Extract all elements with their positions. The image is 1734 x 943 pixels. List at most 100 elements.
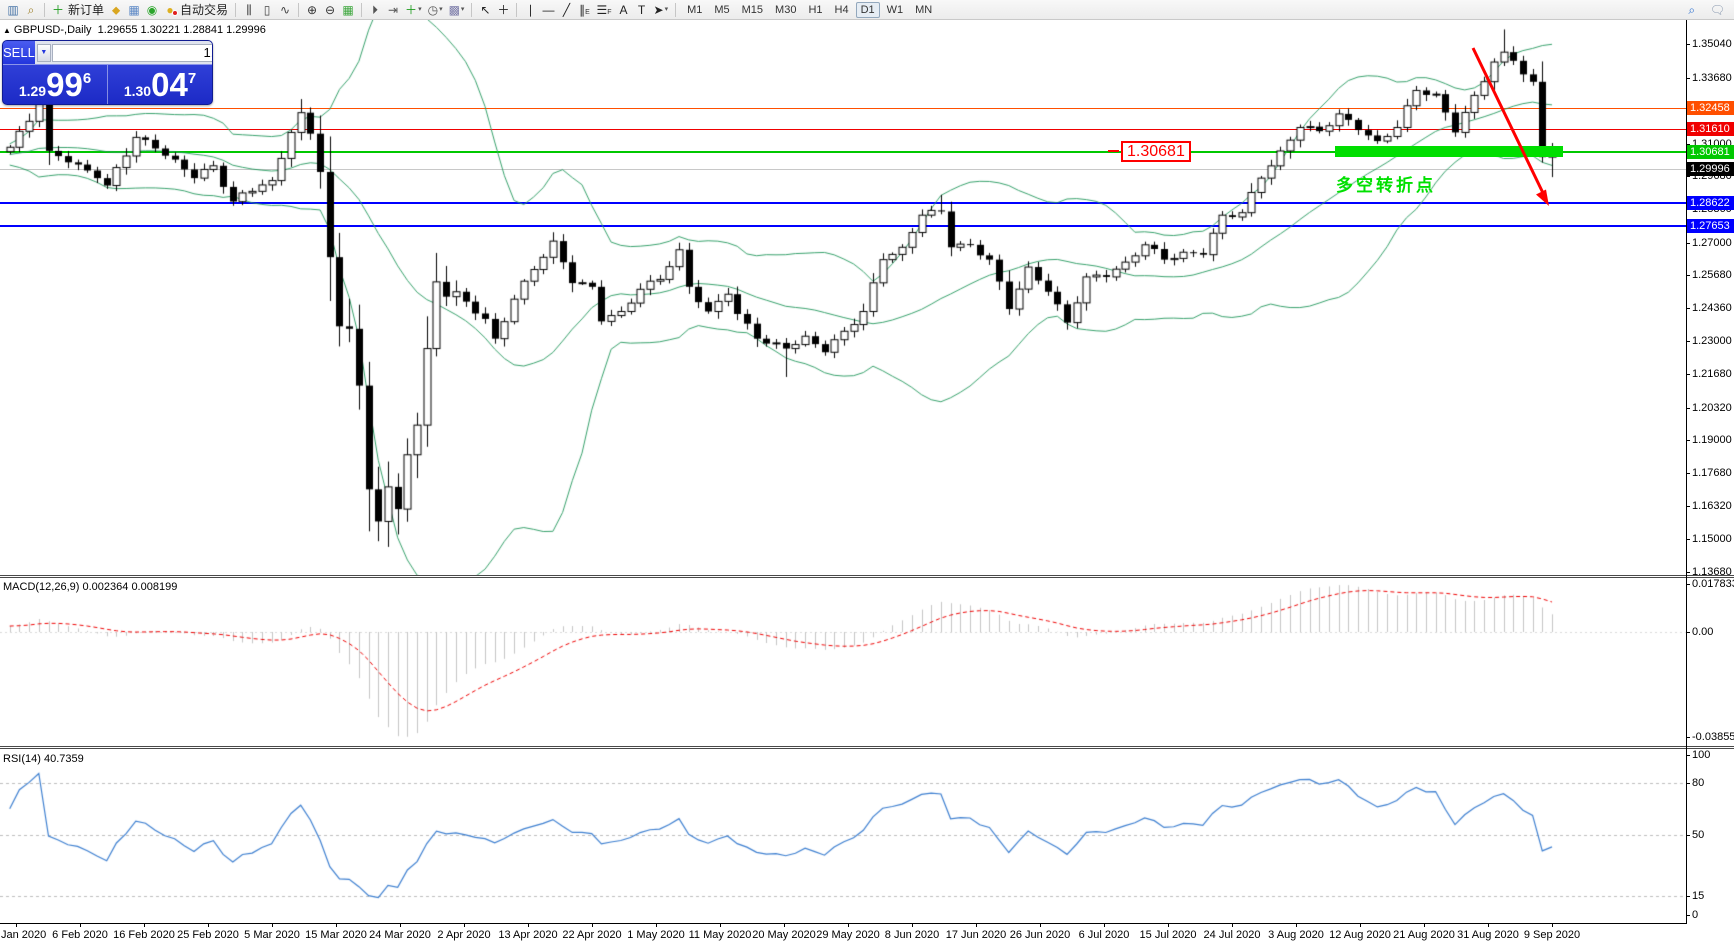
new-order-button-label[interactable]: 新订单 — [68, 3, 105, 17]
signals-icon[interactable]: ◉ — [143, 1, 161, 19]
sell-price-display[interactable]: 1.29 99 6 — [3, 65, 108, 104]
date-label: 15 Mar 2020 — [305, 929, 367, 941]
panel-separator[interactable] — [0, 577, 1734, 578]
text-label-icon[interactable]: T — [633, 1, 651, 19]
auto-scroll-icon[interactable]: ⏵ — [366, 1, 384, 19]
channel-icon: ∥ — [579, 2, 586, 17]
timeframe-button-m5[interactable]: M5 — [714, 3, 730, 16]
terminal-icon[interactable]: ▦ — [125, 1, 143, 19]
text-label-icon: T — [637, 2, 646, 17]
add-indicator-icon[interactable]: ＋ ▾ — [402, 1, 425, 19]
date-label: 8 Jun 2020 — [884, 929, 940, 941]
dropdown-arrow-icon[interactable]: ▾ — [418, 6, 422, 13]
support-zone-rectangle[interactable] — [1335, 146, 1563, 157]
text-icon[interactable]: A — [615, 1, 633, 19]
key-price-label[interactable]: 1.30681 — [1121, 141, 1191, 162]
fibonacci-icon[interactable]: ☰ F — [593, 1, 614, 19]
tile-windows-icon[interactable]: ▦ — [339, 1, 357, 19]
turning-point-note[interactable]: 多空转折点 — [1336, 176, 1436, 195]
new-order-button[interactable]: ＋ — [49, 1, 67, 19]
time-axis-tick — [592, 924, 593, 927]
time-axis-tick — [1552, 924, 1553, 927]
chat-icon[interactable]: 🗨 — [1709, 3, 1725, 17]
time-axis-tick — [1360, 924, 1361, 927]
zoom-out-icon[interactable]: ⊖ — [321, 1, 339, 19]
periods-clock-icon[interactable]: ◷ ▾ — [425, 1, 446, 19]
dropdown-arrow-icon[interactable]: ▾ — [439, 6, 443, 13]
time-axis-tick — [720, 924, 721, 927]
trendline-arrow[interactable] — [0, 20, 1686, 576]
collapse-triangle-icon[interactable]: ▲ — [3, 26, 11, 35]
cursor-icon[interactable]: ↖ — [476, 1, 494, 19]
date-label: 28 Jan 2020 — [0, 929, 47, 941]
macd-tick-label: -0.038559 — [1692, 731, 1734, 743]
date-label: 22 Apr 2020 — [562, 929, 622, 941]
price-label-tick — [1108, 150, 1119, 152]
dropdown-arrow-icon[interactable]: ▾ — [460, 6, 465, 13]
volume-decrease-button[interactable]: ▼ — [36, 43, 51, 62]
macd-panel-canvas[interactable] — [0, 577, 1686, 747]
axis-tick — [1686, 308, 1690, 309]
trendline-icon[interactable]: ╱ — [557, 1, 575, 19]
volume-input[interactable] — [51, 43, 212, 62]
date-label: 13 Apr 2020 — [498, 929, 558, 941]
arrows-icon[interactable]: ➤ ▾ — [651, 1, 672, 19]
bar-chart-icon[interactable]: ⫼ — [240, 1, 258, 19]
time-axis-tick — [1296, 924, 1297, 927]
print-preview-icon[interactable]: ⌕ — [22, 1, 40, 19]
date-label: 26 Jun 2020 — [1009, 929, 1071, 941]
main-chart-canvas[interactable] — [0, 20, 1686, 576]
timeframe-button-m1[interactable]: M1 — [687, 3, 703, 16]
candle-chart-icon[interactable]: ▯ — [258, 1, 276, 19]
date-label: 24 Mar 2020 — [369, 929, 431, 941]
panel-separator[interactable] — [0, 746, 1734, 747]
time-axis-tick — [144, 924, 145, 927]
panel-separator[interactable] — [0, 575, 1734, 576]
axis-tick — [1686, 176, 1690, 177]
chart-window-icon[interactable]: ▥ — [4, 1, 22, 19]
timeframe-button-h4[interactable]: H4 — [834, 3, 849, 16]
panel-separator[interactable] — [0, 748, 1734, 749]
styles-bucket-icon[interactable]: ⬥ — [107, 1, 125, 19]
timeframe-button-m30[interactable]: M30 — [775, 3, 797, 16]
timeframe-button-m15[interactable]: M15 — [741, 3, 764, 16]
buy-price-display[interactable]: 1.30 04 7 — [108, 65, 212, 104]
price-axis-line — [1686, 20, 1687, 923]
timeframe-button-d1[interactable]: D1 — [855, 1, 880, 18]
rsi-tick-label: 15 — [1692, 890, 1705, 902]
time-axis-tick — [976, 924, 977, 927]
date-label: 20 May 2020 — [752, 929, 816, 941]
auto-trading-button[interactable]: ● — [161, 1, 179, 19]
candle-chart-icon: ▯ — [263, 2, 271, 17]
search-icon[interactable]: ⌕ — [1688, 3, 1696, 17]
rsi-panel-canvas[interactable] — [0, 748, 1686, 923]
time-axis-tick — [528, 924, 529, 927]
timeframe-button-h1[interactable]: H1 — [808, 3, 823, 16]
dropdown-arrow-icon[interactable]: ▾ — [664, 6, 669, 13]
chart-shift-icon[interactable]: ⇥ — [384, 1, 402, 19]
zoom-in-icon[interactable]: ⊕ — [303, 1, 321, 19]
auto-trading-button-label[interactable]: 自动交易 — [180, 3, 229, 17]
buy-price-prefix: 1.30 — [123, 83, 152, 99]
timeframe-button-mn[interactable]: MN — [915, 3, 933, 16]
chart-window-icon: ▥ — [7, 2, 19, 17]
vertical-line-icon[interactable]: ∣ — [521, 1, 539, 19]
horizontal-line-icon[interactable]: — — [539, 1, 557, 19]
date-label: 11 May 2020 — [688, 929, 752, 941]
rsi-tick-label: 50 — [1692, 829, 1705, 841]
crosshair-icon[interactable]: ＋ — [494, 1, 512, 19]
horizontal-line-icon: — — [542, 2, 555, 17]
templates-icon[interactable]: ▩ ▾ — [446, 1, 468, 19]
timeframe-button-w1[interactable]: W1 — [886, 3, 904, 16]
axis-tick — [1686, 341, 1690, 342]
date-label: 31 Aug 2020 — [1457, 929, 1519, 941]
line-chart-icon[interactable]: ∿ — [276, 1, 294, 19]
date-label: 17 Jun 2020 — [945, 929, 1007, 941]
channel-icon[interactable]: ∥ E — [575, 1, 593, 19]
record-dot-icon — [172, 9, 179, 16]
sell-button[interactable]: SELL — [3, 41, 35, 64]
time-axis-tick — [656, 924, 657, 927]
price-tick-label: 1.16320 — [1692, 500, 1732, 512]
time-axis-tick — [848, 924, 849, 927]
date-label: 12 Aug 2020 — [1329, 929, 1391, 941]
